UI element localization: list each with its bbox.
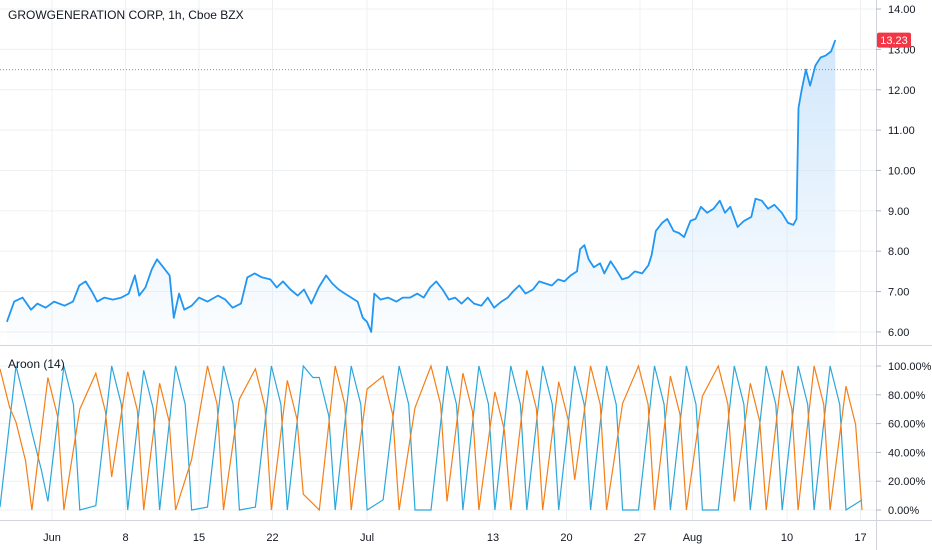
- y-tick-label: 12.00: [888, 85, 916, 97]
- aroon-y-tick-label: 0.00%: [888, 505, 919, 517]
- aroon-y-tick-label: 100.00%: [888, 361, 932, 373]
- aroon-down-line: [0, 364, 863, 512]
- x-tick-label: 17: [854, 532, 866, 544]
- last-price-badge-bg: [877, 32, 911, 48]
- price-line: [6, 39, 837, 333]
- x-tick-label: 15: [193, 532, 205, 544]
- x-tick-label: 20: [560, 532, 572, 544]
- x-tick-label: 27: [634, 532, 646, 544]
- aroon-y-tick-label: 60.00%: [888, 419, 926, 431]
- y-tick-label: 7.00: [888, 287, 909, 299]
- x-tick-label: 13: [487, 532, 499, 544]
- last-price-badge: 13.23: [877, 32, 911, 48]
- x-tick-label: 22: [266, 532, 278, 544]
- y-tick-label: 9.00: [888, 206, 909, 218]
- chart-title: GROWGENERATION CORP, 1h, Cboe BZX: [8, 8, 244, 22]
- x-tick-label: Aug: [683, 532, 703, 544]
- aroon-pane: [0, 364, 863, 512]
- price-area-fill: [6, 40, 836, 344]
- aroon-y-tick-label: 20.00%: [888, 476, 926, 488]
- aroon-y-tick-label: 40.00%: [888, 447, 926, 459]
- y-tick-label: 10.00: [888, 165, 916, 177]
- price-pane: [0, 39, 876, 344]
- last-price-value: 13.23: [880, 35, 908, 47]
- x-tick-label: 8: [122, 532, 128, 544]
- x-tick-label: Jun: [43, 532, 61, 544]
- aroon-y-tick-label: 80.00%: [888, 390, 926, 402]
- y-tick-label: 6.00: [888, 327, 909, 339]
- aroon-up-line: [0, 364, 863, 512]
- aroon-pane-title: Aroon (14): [8, 357, 65, 371]
- y-tick-label: 14.00: [888, 4, 916, 16]
- x-tick-label: Jul: [360, 532, 374, 544]
- y-tick-label: 8.00: [888, 246, 909, 258]
- x-tick-label: 10: [781, 532, 793, 544]
- y-tick-label: 11.00: [888, 125, 915, 137]
